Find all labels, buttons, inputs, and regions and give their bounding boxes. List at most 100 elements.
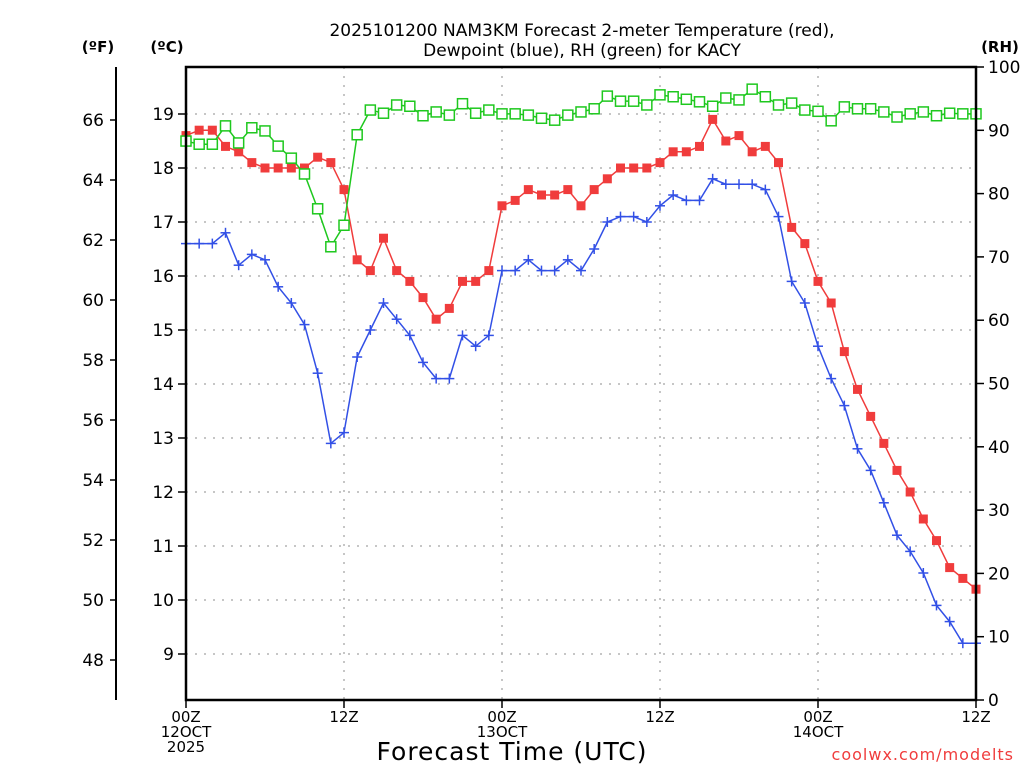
- dewpoint-point: [786, 276, 797, 287]
- rh-point: [483, 104, 495, 116]
- rh-point: [957, 108, 969, 120]
- temperature-point: [286, 163, 296, 173]
- celsius-tick-label: 15: [152, 321, 174, 341]
- celsius-tick-label: 11: [152, 537, 174, 557]
- dewpoint-point: [260, 254, 270, 265]
- temperature-point: [839, 347, 849, 357]
- dewpoint-point: [220, 227, 231, 238]
- rh-point: [430, 106, 442, 118]
- rh-tick-label: 60: [988, 311, 1010, 331]
- rh-point: [785, 97, 798, 109]
- dewpoint-point: [878, 497, 889, 508]
- temperature-point: [879, 438, 889, 448]
- dewpoint-point: [892, 530, 902, 541]
- fahrenheit-tick-label: 64: [82, 171, 104, 191]
- chart-title: 2025101200 NAM3KM Forecast 2-meter Tempe…: [329, 21, 834, 41]
- temperature-point: [431, 314, 441, 324]
- rh-point: [904, 108, 916, 120]
- temperature-point: [708, 114, 718, 124]
- rh-point: [325, 241, 337, 253]
- fahrenheit-tick-label: 66: [82, 111, 104, 131]
- rh-point: [680, 93, 693, 106]
- dewpoint-point: [747, 179, 758, 190]
- credit-link[interactable]: coolwx.com/modelts: [832, 745, 1014, 764]
- rh-point: [588, 103, 600, 115]
- dewpoint-point: [944, 616, 955, 627]
- fahrenheit-tick-label: 60: [82, 291, 104, 311]
- dewpoint-point: [668, 190, 679, 200]
- temperature-point: [918, 514, 928, 524]
- time-tick-label: 12Z: [961, 708, 990, 726]
- dewpoint-point: [523, 254, 534, 265]
- temperature-point: [326, 158, 336, 168]
- dewpoint-point: [905, 546, 916, 557]
- series-dewpoint: [181, 173, 981, 649]
- rh-point: [285, 152, 298, 164]
- dewpoint-point: [286, 298, 297, 308]
- x-axis-title: Forecast Time (UTC): [377, 737, 648, 766]
- dewpoint-point: [365, 325, 376, 335]
- rh-tick-label: 30: [988, 501, 1010, 521]
- rh-point: [838, 101, 851, 113]
- fahrenheit-tick-label: 50: [82, 591, 104, 611]
- temperature-point: [760, 141, 770, 151]
- rh-tick-label: 50: [988, 375, 1010, 395]
- dewpoint-point: [760, 184, 771, 195]
- fahrenheit-axis: 48 50 52 54 56 58 60 62 64 66: [82, 67, 117, 700]
- temperature-point: [207, 125, 217, 135]
- dewpoint-point: [536, 265, 547, 276]
- rh-point: [206, 138, 219, 150]
- dewpoint-point: [273, 281, 284, 292]
- rh-point: [456, 97, 469, 110]
- temperature-point: [497, 201, 507, 211]
- temperature-point: [194, 125, 204, 135]
- temperature-point: [642, 163, 652, 173]
- rh-point: [641, 99, 653, 111]
- plot-frame: [184, 65, 978, 702]
- dewpoint-point: [720, 179, 731, 190]
- time-tick-label: 12Z: [329, 708, 358, 726]
- rh-point: [601, 90, 614, 102]
- dewpoint-point: [589, 244, 600, 254]
- rh-point: [469, 107, 482, 119]
- dewpoint-point: [352, 352, 363, 362]
- rh-point: [825, 115, 837, 127]
- rh-point: [364, 104, 377, 116]
- celsius-tick-label: 17: [152, 213, 174, 233]
- rh-axis: 0 10 20 30 40 50 60 70 80 90 100: [976, 58, 1020, 711]
- dewpoint-point: [325, 438, 336, 449]
- fahrenheit-tick-label: 56: [82, 411, 104, 431]
- rh-point: [733, 94, 745, 106]
- rh-point: [614, 95, 627, 107]
- dewpoint-point: [641, 217, 652, 227]
- rh-point: [232, 137, 245, 149]
- rh-tick-label: 0: [988, 691, 999, 711]
- rh-point: [390, 99, 403, 111]
- chart-subtitle: Dewpoint (blue), RH (green) for KACY: [423, 41, 741, 61]
- series-temperature: [181, 114, 981, 594]
- temperature-point: [721, 136, 731, 146]
- temperature-point: [300, 163, 309, 173]
- dewpoint-point: [431, 373, 442, 384]
- dewpoint-point: [339, 427, 349, 438]
- dewpoint-point: [813, 341, 823, 352]
- temperature-point: [892, 465, 902, 475]
- rh-point: [706, 100, 719, 112]
- temperature-point: [405, 276, 415, 286]
- dewpoint-point: [918, 568, 929, 578]
- time-tick-label: 00Z: [803, 708, 832, 726]
- dewpoint-point: [207, 238, 218, 249]
- dewpoint-point: [628, 211, 639, 222]
- fahrenheit-axis-unit: (ºF): [82, 38, 114, 56]
- dewpoint-point: [694, 195, 705, 206]
- temperature-point: [787, 222, 797, 232]
- rh-point: [377, 107, 390, 119]
- temperature-point: [681, 147, 691, 157]
- rh-point: [298, 168, 311, 180]
- rh-axis-unit: (RH): [981, 38, 1019, 56]
- fahrenheit-tick-label: 58: [82, 351, 104, 371]
- temperature-point: [905, 487, 915, 497]
- dewpoint-point: [602, 217, 613, 227]
- temperature-point: [471, 276, 481, 286]
- temperature-point: [655, 158, 665, 168]
